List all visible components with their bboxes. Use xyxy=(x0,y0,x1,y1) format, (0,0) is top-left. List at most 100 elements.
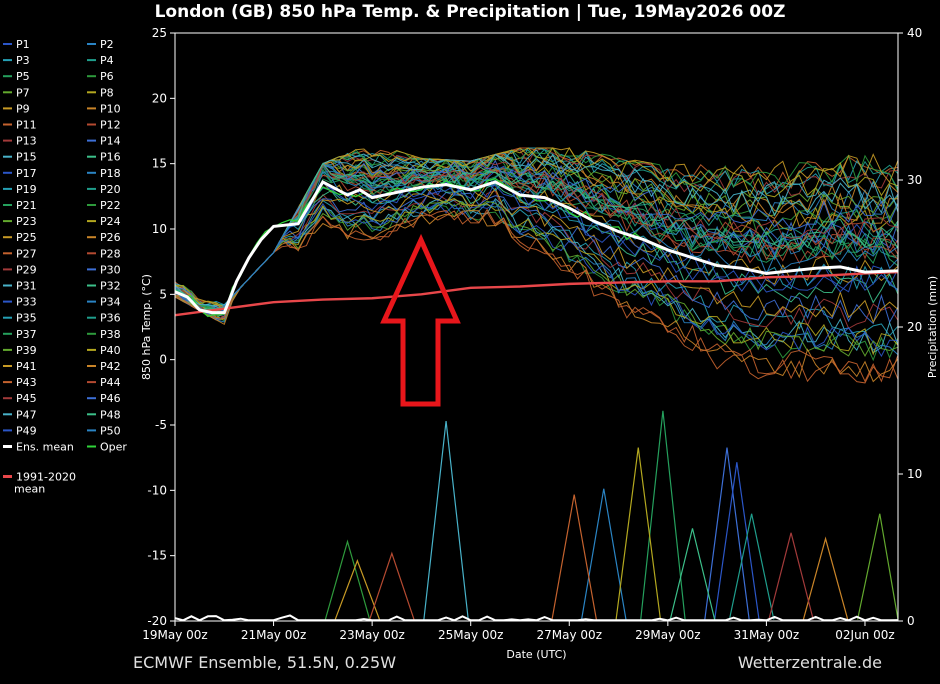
member-line-p47 xyxy=(174,153,899,311)
legend-item-p16: P16 xyxy=(100,151,121,164)
legend-item-p13: P13 xyxy=(16,135,37,148)
legend-item-p26: P26 xyxy=(100,231,121,244)
legend-item-p25: P25 xyxy=(16,231,37,244)
precip-spike xyxy=(615,447,662,620)
member-line-p14 xyxy=(174,190,899,325)
y-tick-label: 25 xyxy=(152,26,167,40)
y-tick-label: 10 xyxy=(152,222,167,236)
footer-source: ECMWF Ensemble, 51.5N, 0.25W xyxy=(133,653,397,672)
precip-spike xyxy=(856,513,899,620)
legend-item-ens-mean: Ens. mean xyxy=(16,441,74,454)
y-tick-label: 0 xyxy=(159,353,167,367)
y2-tick-label: 0 xyxy=(907,614,915,628)
member-lines xyxy=(174,147,899,384)
legend-item-p50: P50 xyxy=(100,424,121,437)
precip-mean-line xyxy=(174,614,898,622)
legend-item-p10: P10 xyxy=(100,102,121,115)
legend-item-p27: P27 xyxy=(16,247,37,260)
ens-mean-line xyxy=(174,179,899,315)
x-tick-label: 21May 00z xyxy=(241,628,306,642)
member-line-p6 xyxy=(174,202,899,362)
legend-item-p14: P14 xyxy=(100,135,121,148)
y-axis-label: 850 hPa Temp. (°C) xyxy=(140,274,153,380)
legend-item-p38: P38 xyxy=(100,328,121,341)
legend-item-p44: P44 xyxy=(100,376,121,389)
y-tick-label: -5 xyxy=(155,418,167,432)
legend-item-p7: P7 xyxy=(16,86,30,99)
legend-item-p34: P34 xyxy=(100,296,121,309)
y-tick-label: 20 xyxy=(152,91,167,105)
precip-spike xyxy=(802,536,849,620)
legend-item-p36: P36 xyxy=(100,312,121,325)
member-line-p25 xyxy=(174,187,899,324)
legend-item-oper: Oper xyxy=(100,441,127,454)
member-line-p46 xyxy=(174,161,899,312)
legend-item-p12: P12 xyxy=(100,119,121,132)
legend-item-p20: P20 xyxy=(100,183,121,196)
x-tick-label: 23May 00z xyxy=(339,628,404,642)
legend-item-climate-mean: 1991-2020 mean xyxy=(14,471,76,496)
legend-item-p6: P6 xyxy=(100,70,114,83)
precip-lines xyxy=(174,410,899,622)
y2-tick-label: 20 xyxy=(907,320,922,334)
legend-item-p37: P37 xyxy=(16,328,37,341)
legend-item-p43: P43 xyxy=(16,376,37,389)
precip-spike xyxy=(768,532,814,620)
legend-item-p3: P3 xyxy=(16,54,30,67)
legend-item-p31: P31 xyxy=(16,280,37,293)
legend-item-p29: P29 xyxy=(16,263,37,276)
legend-item-p30: P30 xyxy=(100,263,121,276)
oper-line xyxy=(174,177,668,318)
precip-spike xyxy=(669,528,716,620)
legend-item-p9: P9 xyxy=(16,102,30,115)
legend-item-p39: P39 xyxy=(16,344,37,357)
precip-spike xyxy=(728,513,775,620)
member-line-p43 xyxy=(174,208,899,384)
precip-spike xyxy=(423,421,469,620)
legend-item-p8: P8 xyxy=(100,86,114,99)
legend-item-p11: P11 xyxy=(16,119,37,132)
precip-spike xyxy=(581,488,627,620)
precip-spike xyxy=(369,551,415,620)
chart-title: London (GB) 850 hPa Temp. & Precipitatio… xyxy=(154,2,786,22)
precip-spike xyxy=(551,494,597,620)
legend-item-p48: P48 xyxy=(100,408,121,421)
y-tick-label: 15 xyxy=(152,157,167,171)
legend-item-p41: P41 xyxy=(16,360,37,373)
annotation-arrow xyxy=(380,233,461,407)
y2-tick-label: 10 xyxy=(907,467,922,481)
y-tick-label: -15 xyxy=(147,549,167,563)
x-tick-label: 31May 00z xyxy=(734,628,799,642)
member-line-p39 xyxy=(174,200,898,357)
y2-tick-label: 40 xyxy=(907,26,922,40)
y2-tick-label: 30 xyxy=(907,173,922,187)
member-line-p42 xyxy=(174,210,899,383)
legend-item-p4: P4 xyxy=(100,54,114,67)
legend-item-p49: P49 xyxy=(16,424,37,437)
x-axis-label: Date (UTC) xyxy=(506,648,566,661)
precip-spike xyxy=(324,539,371,620)
member-line-p13 xyxy=(174,190,899,330)
member-line-p33 xyxy=(174,202,898,358)
precip-spike xyxy=(334,559,381,620)
legend-item-p32: P32 xyxy=(100,280,121,293)
legend-item-p15: P15 xyxy=(16,151,37,164)
y2-axis-label: Precipitation (mm) xyxy=(926,276,939,378)
legend: P1 P2 P3 P4 P5 P6 P7 P8 P9 P10 P11 P12 P13 P14 P15 P16 P… xyxy=(3,38,127,496)
legend-item-p5: P5 xyxy=(16,70,30,83)
axes: 25 20 15 10 5 0 -5 -10 -15 -20 40 30 20 10 0 19May 00z 2… xyxy=(140,26,939,661)
climate-mean-line xyxy=(174,270,899,317)
legend-item-p28: P28 xyxy=(100,247,121,260)
legend-item-p19: P19 xyxy=(16,183,37,196)
legend-item-p17: P17 xyxy=(16,167,37,180)
legend-item-p1: P1 xyxy=(16,38,30,51)
x-tick-label: 25May 00z xyxy=(438,628,503,642)
x-tick-label: 02Jun 00z xyxy=(835,628,894,642)
legend-item-p18: P18 xyxy=(100,167,121,180)
y-tick-label: -10 xyxy=(147,483,167,497)
legend-item-p47: P47 xyxy=(16,408,37,421)
precip-spike xyxy=(640,410,686,620)
legend-item-p40: P40 xyxy=(100,344,121,357)
x-tick-label: 27May 00z xyxy=(537,628,602,642)
